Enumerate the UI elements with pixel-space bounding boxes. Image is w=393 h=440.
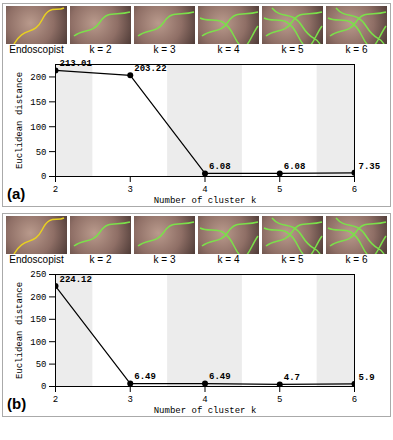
svg-text:150: 150 [30, 315, 46, 325]
svg-text:7.35: 7.35 [359, 162, 381, 172]
svg-text:5: 5 [277, 185, 282, 195]
svg-text:3: 3 [128, 395, 133, 405]
svg-text:2: 2 [53, 395, 58, 405]
svg-text:0: 0 [41, 382, 46, 392]
svg-text:100: 100 [30, 338, 46, 348]
svg-text:Euclidean distance: Euclidean distance [15, 282, 25, 379]
svg-text:6.08: 6.08 [284, 162, 306, 172]
svg-text:Euclidean distance: Euclidean distance [15, 72, 25, 169]
html-text:k = 4: k = 4 [217, 44, 240, 55]
svg-text:213.01: 213.01 [60, 59, 93, 69]
html-text:k = 6: k = 6 [345, 254, 368, 265]
html-text:(a): (a) [7, 185, 26, 202]
html-text:Endoscopist: Endoscopist [9, 44, 64, 55]
html-text:k = 3: k = 3 [153, 44, 176, 55]
html-text:(b): (b) [7, 395, 27, 412]
svg-text:250: 250 [30, 270, 46, 280]
svg-text:50: 50 [36, 360, 47, 370]
svg-text:100: 100 [30, 123, 46, 133]
svg-text:5: 5 [277, 395, 282, 405]
svg-text:6.08: 6.08 [209, 162, 231, 172]
svg-text:4: 4 [202, 395, 207, 405]
svg-text:6: 6 [352, 185, 357, 195]
html-text:k = 4: k = 4 [217, 254, 240, 265]
svg-text:4: 4 [202, 185, 207, 195]
svg-text:Number of cluster k: Number of cluster k [154, 406, 257, 416]
svg-text:50: 50 [36, 147, 47, 157]
html-text:k = 2: k = 2 [89, 254, 112, 265]
svg-text:6.49: 6.49 [209, 372, 231, 382]
svg-text:5.9: 5.9 [359, 373, 375, 383]
svg-text:6: 6 [352, 395, 357, 405]
svg-text:224.12: 224.12 [60, 275, 92, 285]
svg-text:200: 200 [30, 293, 46, 303]
html-text:k = 6: k = 6 [345, 44, 368, 55]
svg-text:0: 0 [41, 172, 46, 182]
svg-text:6.49: 6.49 [134, 372, 156, 382]
html-text:k = 5: k = 5 [281, 44, 304, 55]
svg-text:Number of cluster k: Number of cluster k [154, 196, 257, 206]
html-text:k = 2: k = 2 [89, 44, 112, 55]
html-text:k = 5: k = 5 [281, 254, 304, 265]
html-text:k = 3: k = 3 [153, 254, 176, 265]
svg-text:203.22: 203.22 [134, 64, 166, 74]
svg-text:4.7: 4.7 [284, 373, 300, 383]
svg-text:150: 150 [30, 98, 46, 108]
svg-text:200: 200 [30, 73, 46, 83]
svg-text:3: 3 [128, 185, 133, 195]
html-text:Endoscopist: Endoscopist [9, 254, 64, 265]
svg-text:2: 2 [53, 185, 58, 195]
